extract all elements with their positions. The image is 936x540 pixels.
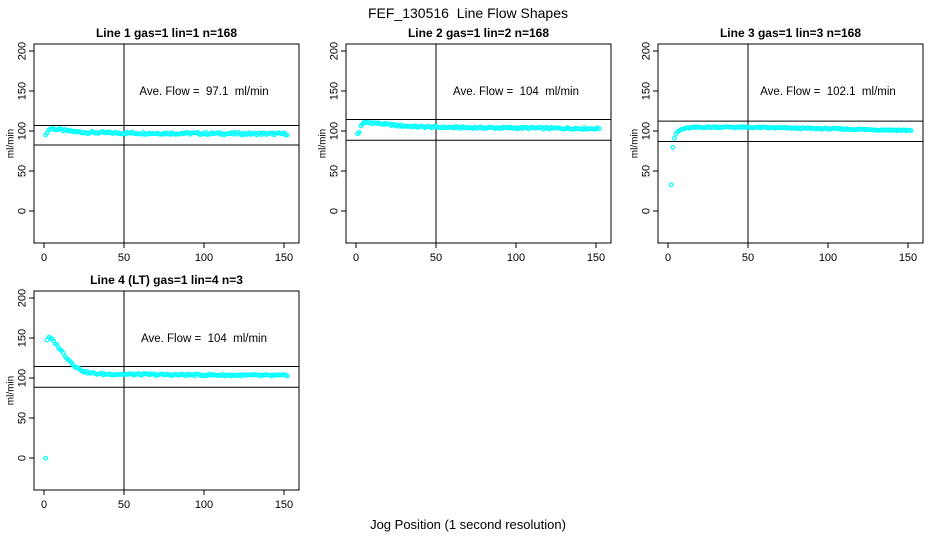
y-tick-label: 100 — [329, 122, 341, 140]
plot-canvas-line-4: 0 50 100 150 0 50 100 150 200 ml/min — [6, 289, 300, 511]
y-axis-title: ml/min — [6, 129, 17, 158]
data-point — [596, 126, 602, 132]
plot-canvas-line-3: 0 50 100 150 0 50 100 150 200 ml/min — [630, 42, 924, 264]
x-tick-label: 100 — [195, 252, 213, 264]
y-axis-title: ml/min — [318, 129, 329, 158]
plot-box — [33, 290, 300, 491]
y-axis: 0 50 100 150 200 — [329, 42, 346, 214]
x-tick-label: 50 — [118, 499, 130, 511]
panel-line-2: Line 2 gas=1 lin=2 n=168 0 50 100 150 0 50 100… — [312, 26, 624, 272]
x-tick-label: 150 — [275, 499, 293, 511]
panel-title: Line 4 (LT) gas=1 lin=4 n=3 — [90, 273, 243, 287]
figure-x-axis-label: Jog Position (1 second resolution) — [370, 517, 566, 532]
panel-line-4: Line 4 (LT) gas=1 lin=4 n=3 0 50 100 150 0 50… — [0, 273, 312, 519]
ave-flow-annotation: Ave. Flow = 104 ml/min — [452, 86, 580, 98]
x-tick-label: 150 — [275, 252, 293, 264]
x-tick-label: 150 — [899, 252, 917, 264]
y-tick-label: 50 — [17, 165, 29, 177]
y-tick-label: 200 — [641, 42, 653, 60]
y-tick-label: 150 — [17, 329, 29, 347]
x-tick-label: 0 — [41, 499, 47, 511]
x-axis: 0 50 100 150 — [41, 490, 293, 511]
y-tick-label: 0 — [17, 455, 29, 461]
data-point — [670, 144, 676, 150]
plot-canvas-line-1: 0 50 100 150 0 50 100 150 200 ml/min — [6, 42, 300, 264]
x-tick-label: 100 — [507, 252, 525, 264]
y-tick-label: 50 — [17, 412, 29, 424]
x-tick-label: 0 — [41, 252, 47, 264]
data-point — [284, 132, 290, 138]
panel-line-1: Line 1 gas=1 lin=1 n=168 0 50 100 150 0 50 100… — [0, 26, 312, 272]
y-tick-label: 150 — [641, 82, 653, 100]
series-points — [668, 124, 914, 188]
data-point — [908, 128, 914, 134]
series-points — [355, 119, 602, 137]
panel-line-3: Line 3 gas=1 lin=3 n=168 0 50 100 150 0 50 100… — [624, 26, 936, 272]
reference-lines — [34, 125, 299, 146]
series-points — [43, 126, 290, 138]
y-axis: 0 50 100 150 200 — [17, 289, 34, 461]
y-tick-label: 150 — [17, 82, 29, 100]
plot-canvas-line-2: 0 50 100 150 0 50 100 150 200 ml/min — [318, 42, 612, 264]
y-tick-label: 150 — [329, 82, 341, 100]
x-tick-label: 50 — [118, 252, 130, 264]
ave-flow-annotation: Ave. Flow = 97.1 ml/min — [139, 86, 269, 98]
y-tick-label: 0 — [329, 208, 341, 214]
ave-flow-annotation: Ave. Flow = 104 ml/min — [140, 333, 268, 345]
ave-flow-annotation: Ave. Flow = 102.1 ml/min — [760, 86, 896, 98]
plot-box — [345, 43, 612, 244]
x-axis: 0 50 100 150 — [353, 243, 605, 264]
y-axis-title: ml/min — [6, 376, 17, 405]
y-tick-label: 50 — [641, 165, 653, 177]
y-tick-label: 50 — [329, 165, 341, 177]
y-axis: 0 50 100 150 200 — [17, 42, 34, 214]
panel-title: Line 3 gas=1 lin=3 n=168 — [719, 26, 862, 40]
x-axis: 0 50 100 150 — [665, 243, 917, 264]
y-tick-label: 200 — [17, 289, 29, 307]
x-tick-label: 100 — [195, 499, 213, 511]
data-point — [284, 373, 290, 379]
panel-title: Line 1 gas=1 lin=1 n=168 — [95, 26, 238, 40]
reference-lines — [346, 118, 611, 141]
y-tick-label: 100 — [641, 122, 653, 140]
plot-box — [33, 43, 300, 244]
panel-title: Line 2 gas=1 lin=2 n=168 — [407, 26, 550, 40]
reference-lines — [658, 120, 923, 143]
x-tick-label: 0 — [665, 252, 671, 264]
data-point — [43, 455, 48, 461]
x-tick-label: 50 — [742, 252, 754, 264]
y-tick-label: 0 — [17, 208, 29, 214]
y-axis: 0 50 100 150 200 — [641, 42, 658, 214]
plot-box — [657, 43, 924, 244]
figure-title: FEF_130516 Line Flow Shapes — [367, 5, 568, 21]
y-tick-label: 100 — [17, 122, 29, 140]
data-point — [356, 130, 362, 135]
y-tick-label: 200 — [329, 42, 341, 60]
x-axis: 0 50 100 150 — [41, 243, 293, 264]
x-tick-label: 50 — [430, 252, 442, 264]
y-tick-label: 200 — [17, 42, 29, 60]
data-point — [672, 135, 677, 141]
x-tick-label: 100 — [819, 252, 837, 264]
y-tick-label: 100 — [17, 369, 29, 387]
series-points — [43, 334, 290, 461]
y-tick-label: 0 — [641, 208, 653, 214]
y-axis-title: ml/min — [630, 129, 641, 158]
x-tick-label: 0 — [353, 252, 359, 264]
data-point — [668, 182, 674, 188]
x-tick-label: 150 — [587, 252, 605, 264]
